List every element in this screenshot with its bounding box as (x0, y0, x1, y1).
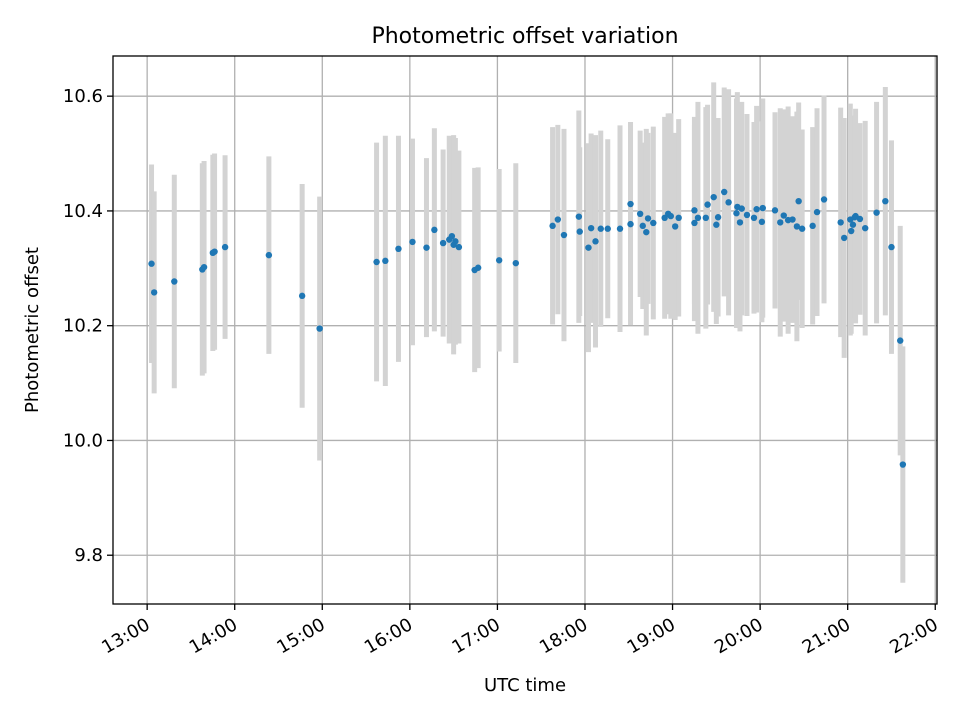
data-point (576, 228, 583, 235)
data-point (409, 238, 416, 246)
data-point (452, 238, 459, 245)
data-point (820, 196, 828, 203)
data-point (474, 264, 482, 271)
data-point (743, 211, 751, 219)
data-point (873, 209, 880, 216)
data-point (840, 234, 848, 242)
data-point (616, 225, 624, 232)
data-point (736, 219, 744, 226)
y-tick-label: 10.4 (63, 201, 103, 222)
data-point (882, 197, 889, 205)
data-point (795, 197, 802, 205)
data-point (423, 244, 430, 251)
data-point (448, 232, 456, 240)
y-axis-label: Photometric offset (22, 247, 43, 413)
data-point (211, 248, 218, 255)
data-point (897, 337, 904, 344)
data-point (575, 213, 583, 220)
data-point (221, 243, 229, 251)
data-point (495, 257, 503, 264)
data-point (395, 245, 402, 253)
data-point (691, 207, 698, 214)
data-point (150, 289, 158, 296)
data-point (793, 223, 801, 230)
data-point (298, 292, 306, 300)
data-point (702, 214, 710, 222)
data-point (899, 461, 907, 468)
data-point (759, 204, 766, 212)
chart-title: Photometric offset variation (371, 24, 678, 49)
data-point (750, 214, 758, 222)
data-point (856, 215, 864, 223)
data-point (431, 226, 438, 234)
data-point (627, 220, 634, 228)
data-point (639, 222, 646, 230)
x-axis-label: UTC time (484, 675, 566, 696)
data-point (888, 243, 895, 251)
data-point (643, 228, 650, 236)
data-point (861, 224, 869, 232)
data-point (148, 260, 155, 267)
data-point (847, 227, 855, 235)
data-point (592, 238, 599, 245)
data-point (265, 251, 273, 259)
data-point (650, 219, 657, 227)
data-point (849, 221, 857, 228)
data-point (813, 208, 821, 216)
data-point (798, 225, 806, 232)
data-point (691, 219, 698, 227)
data-point (597, 225, 604, 232)
data-point (710, 193, 717, 201)
y-tick-label: 9.8 (74, 545, 103, 566)
data-point (549, 222, 556, 230)
data-point (455, 243, 463, 251)
y-tick-label: 10.2 (63, 316, 103, 337)
y-tick-label: 10.6 (63, 86, 103, 107)
data-point (753, 206, 760, 213)
data-point (777, 219, 784, 226)
data-point (837, 219, 844, 226)
data-point (675, 214, 682, 222)
data-point (771, 207, 779, 214)
point-layer (148, 188, 907, 468)
data-point (725, 199, 732, 206)
data-point (733, 210, 740, 217)
data-point (373, 258, 380, 266)
data-point (671, 223, 679, 230)
data-point (512, 259, 520, 267)
data-point (780, 212, 787, 219)
data-point (738, 205, 745, 212)
data-point (644, 215, 652, 222)
data-point (316, 325, 323, 332)
data-point (200, 263, 208, 271)
data-point (694, 214, 702, 222)
data-point (382, 257, 389, 265)
data-point (560, 231, 568, 239)
data-point (171, 278, 178, 285)
data-point (636, 210, 644, 218)
data-point (667, 212, 674, 220)
data-point (789, 216, 796, 223)
data-point (758, 218, 766, 226)
data-point (587, 224, 595, 232)
plot-frame (112, 55, 938, 605)
data-point (604, 225, 611, 232)
y-tick-label: 10.0 (63, 430, 103, 451)
data-point (713, 221, 720, 228)
data-point (809, 222, 816, 230)
data-point (714, 214, 722, 221)
data-point (704, 201, 711, 208)
data-point (721, 188, 728, 196)
data-point (585, 244, 592, 251)
data-point (627, 200, 634, 208)
data-point (439, 239, 447, 247)
data-point (554, 216, 562, 223)
